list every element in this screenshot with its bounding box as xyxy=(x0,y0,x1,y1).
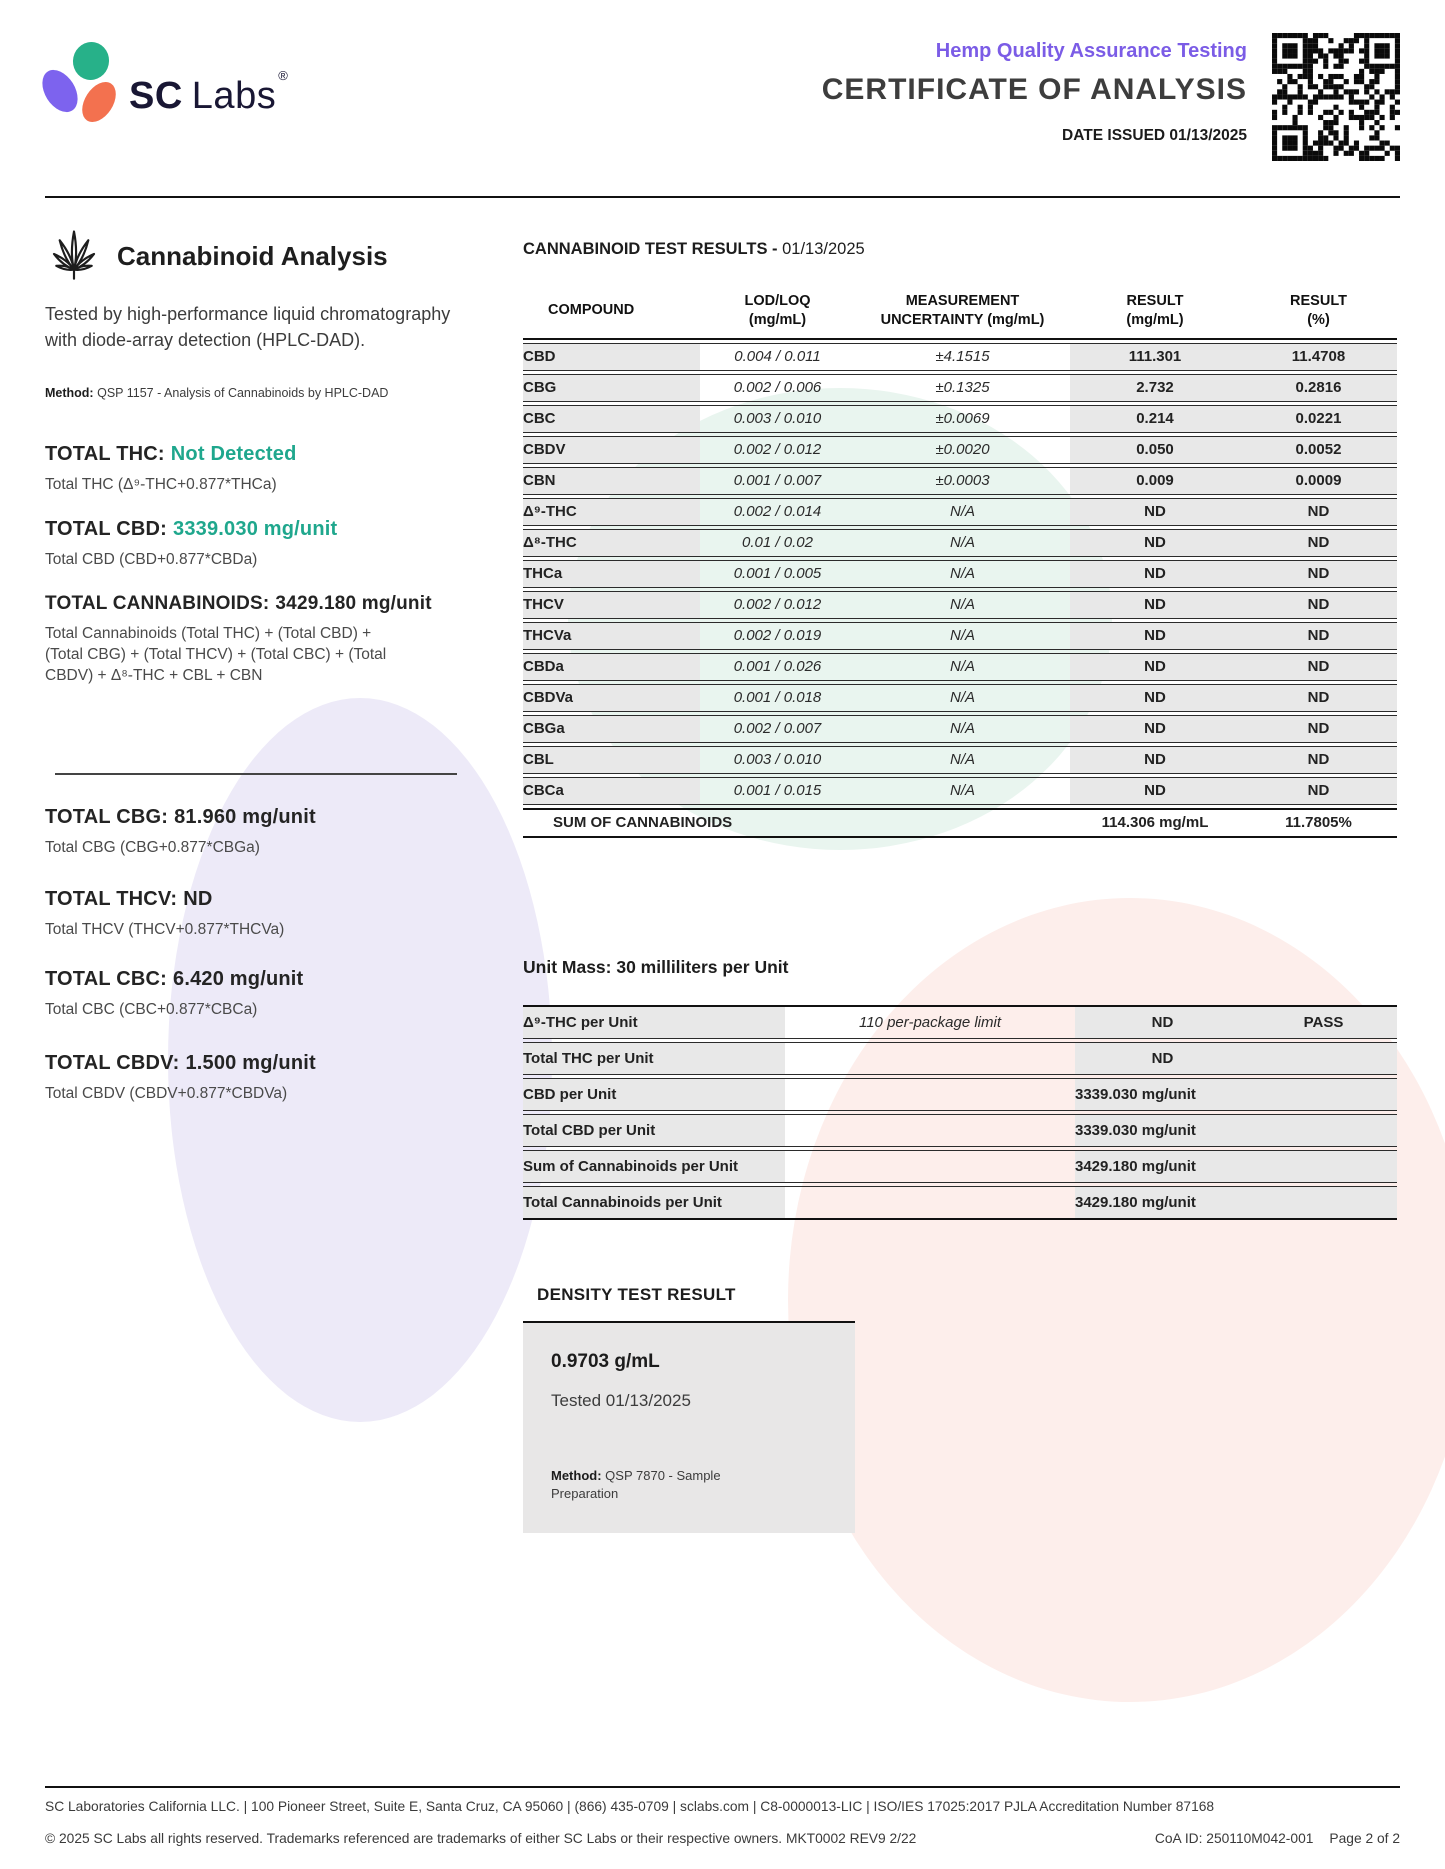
header-divider xyxy=(45,196,1400,198)
total-thcv-formula: Total THCV (THCV+0.877*THCVa) xyxy=(45,921,285,938)
table-row: CBDV 0.002 / 0.012 ±0.0020 0.050 0.0052 xyxy=(523,435,1397,464)
date-issued: DATE ISSUED 01/13/2025 xyxy=(1062,127,1247,144)
sum-result-pct: 11.7805% xyxy=(1240,807,1397,838)
col-compound: COMPOUND xyxy=(523,290,700,340)
qr-code-icon xyxy=(1272,33,1400,161)
logo-petal-coral-icon xyxy=(75,75,123,129)
background-blob-lavender xyxy=(168,698,552,1422)
table-row: CBD 0.004 / 0.011 ±4.1515 111.301 11.4708 xyxy=(523,342,1397,371)
header-title-block: Hemp Quality Assurance Testing CERTIFICA… xyxy=(822,40,1247,145)
total-cannabinoids: TOTAL CANNABINOIDS: 3429.180 mg/unit Tota… xyxy=(45,593,432,687)
total-cbd: TOTAL CBD: 3339.030 mg/unit Total CBD (CB… xyxy=(45,518,415,571)
total-cbc-formula: Total CBC (CBC+0.877*CBCa) xyxy=(45,1001,258,1018)
total-cbdv-value: 1.500 mg/unit xyxy=(185,1052,316,1074)
results-header-row: COMPOUND LOD/LOQ (mg/mL) MEASUREMENT UNCER… xyxy=(523,290,1397,340)
total-cbg: TOTAL CBG: 81.960 mg/unit Total CBG (CBG+… xyxy=(45,806,415,859)
table-row: THCVa 0.002 / 0.019 N/A ND ND xyxy=(523,621,1397,650)
analysis-description: Tested by high-performance liquid chroma… xyxy=(45,304,451,350)
col-uncertainty: MEASUREMENT UNCERTAINTY (mg/mL) xyxy=(855,290,1070,340)
table-row: CBC 0.003 / 0.010 ±0.0069 0.214 0.0221 xyxy=(523,404,1397,433)
section-title: Cannabinoid Analysis xyxy=(117,240,388,271)
col-lod-loq: LOD/LOQ (mg/mL) xyxy=(700,290,855,340)
results-title: CANNABINOID TEST RESULTS - 01/13/2025 xyxy=(523,240,865,258)
cannabinoid-results-table: COMPOUND LOD/LOQ (mg/mL) MEASUREMENT UNCER… xyxy=(523,287,1397,841)
total-cbc-value: 6.420 mg/unit xyxy=(173,968,304,990)
pass-badge: PASS xyxy=(1250,1004,1397,1039)
coa-id: CoA ID: 250110M042-001 xyxy=(1154,1831,1314,1846)
test-results-section: CANNABINOID TEST RESULTS - 01/13/2025 CO… xyxy=(523,240,1397,1533)
logo-petal-green-icon xyxy=(69,38,113,84)
table-row: CBN 0.001 / 0.007 ±0.0003 0.009 0.0009 xyxy=(523,466,1397,495)
table-row: CBGa 0.002 / 0.007 N/A ND ND xyxy=(523,714,1397,743)
table-row: Sum of Cannabinoids per Unit 3429.180 mg… xyxy=(523,1149,1397,1183)
table-row: Δ⁹-THC per Unit 110 per-package limit ND… xyxy=(523,1004,1397,1039)
density-result-box: 0.9703 g/mL Tested 01/13/2025 Method: QS… xyxy=(523,1320,855,1533)
table-row: CBDa 0.001 / 0.026 N/A ND ND xyxy=(523,652,1397,681)
footer-coa-page: CoA ID: 250110M042-001 Page 2 of 2 xyxy=(1155,1831,1400,1846)
table-row: THCV 0.002 / 0.012 N/A ND ND xyxy=(523,590,1397,619)
density-value: 0.9703 g/mL xyxy=(551,1350,660,1372)
total-cannabinoids-value: 3429.180 mg/unit xyxy=(275,593,432,614)
footer-divider xyxy=(45,1786,1400,1788)
density-tested-date: Tested 01/13/2025 xyxy=(551,1390,691,1410)
total-cbdv-formula: Total CBDV (CBDV+0.877*CBDVa) xyxy=(45,1085,288,1102)
table-row: CBD per Unit 3339.030 mg/unit xyxy=(523,1077,1397,1111)
footer-lab-info: SC Laboratories California LLC. | 100 Pi… xyxy=(45,1799,1215,1814)
sum-result-mg: 114.306 mg/mL xyxy=(1070,807,1240,838)
total-cbd-formula: Total CBD (CBD+0.877*CBDa) xyxy=(45,551,258,568)
total-thcv-value: ND xyxy=(183,888,213,910)
table-row: CBG 0.002 / 0.006 ±0.1325 2.732 0.2816 xyxy=(523,373,1397,402)
col-result-mg: RESULT (mg/mL) xyxy=(1070,290,1240,340)
table-row: CBCa 0.001 / 0.015 N/A ND ND xyxy=(523,776,1397,805)
density-test-title: DENSITY TEST RESULT xyxy=(537,1284,736,1304)
program-title: Hemp Quality Assurance Testing xyxy=(935,40,1247,62)
total-thc-formula: Total THC (Δ⁹-THC+0.877*THCa) xyxy=(45,476,277,493)
table-row: CBDVa 0.001 / 0.018 N/A ND ND xyxy=(523,683,1397,712)
unit-mass-title: Unit Mass: 30 milliliters per Unit xyxy=(523,956,789,977)
total-cannabinoids-formula: Total Cannabinoids (Total THC) + (Total … xyxy=(45,625,387,684)
total-cbc: TOTAL CBC: 6.420 mg/unit Total CBC (CBC+0… xyxy=(45,968,415,1021)
table-row: Δ⁸-THC 0.01 / 0.02 N/A ND ND xyxy=(523,528,1397,557)
brand-name: SC Labs ® xyxy=(129,68,289,117)
total-thc: TOTAL THC: Not Detected Total THC (Δ⁹-THC… xyxy=(45,443,415,496)
total-thcv: TOTAL THCV: ND Total THCV (THCV+0.877*THC… xyxy=(45,888,415,941)
total-cbg-value: 81.960 mg/unit xyxy=(174,806,316,828)
table-row: CBL 0.003 / 0.010 N/A ND ND xyxy=(523,745,1397,774)
certificate-title: CERTIFICATE OF ANALYSIS xyxy=(821,73,1247,106)
total-thc-value: Not Detected xyxy=(170,443,297,465)
unit-mass-table: Δ⁹-THC per Unit 110 per-package limit ND… xyxy=(523,1002,1397,1223)
total-cbg-formula: Total CBG (CBG+0.877*CBGa) xyxy=(45,839,260,856)
table-row: Δ⁹-THC 0.002 / 0.014 N/A ND ND xyxy=(523,497,1397,526)
analysis-method: Method: QSP 1157 - Analysis of Cannabino… xyxy=(45,386,389,400)
table-row: Total Cannabinoids per Unit 3429.180 mg/… xyxy=(523,1185,1397,1220)
footer-copyright: CoA ID: 250110M042-001 Page 2 of 2 © 2025… xyxy=(45,1831,1400,1846)
hemp-leaf-icon xyxy=(45,228,103,284)
sum-of-cannabinoids-row: SUM OF CANNABINOIDS 114.306 mg/mL 11.780… xyxy=(523,807,1397,838)
left-divider xyxy=(55,773,457,775)
density-method: Method: QSP 7870 - Sample Preparation xyxy=(551,1467,721,1501)
sclabs-logo: SC Labs ® xyxy=(35,36,375,146)
table-row: Total THC per Unit ND xyxy=(523,1041,1397,1075)
col-result-pct: RESULT (%) xyxy=(1240,290,1397,340)
table-row: THCa 0.001 / 0.005 N/A ND ND xyxy=(523,559,1397,588)
total-cbdv: TOTAL CBDV: 1.500 mg/unit Total CBDV (CBD… xyxy=(45,1052,415,1105)
total-cbd-value: 3339.030 mg/unit xyxy=(173,518,338,540)
table-row: Total CBD per Unit 3339.030 mg/unit xyxy=(523,1113,1397,1147)
page-number: Page 2 of 2 xyxy=(1329,1831,1400,1846)
